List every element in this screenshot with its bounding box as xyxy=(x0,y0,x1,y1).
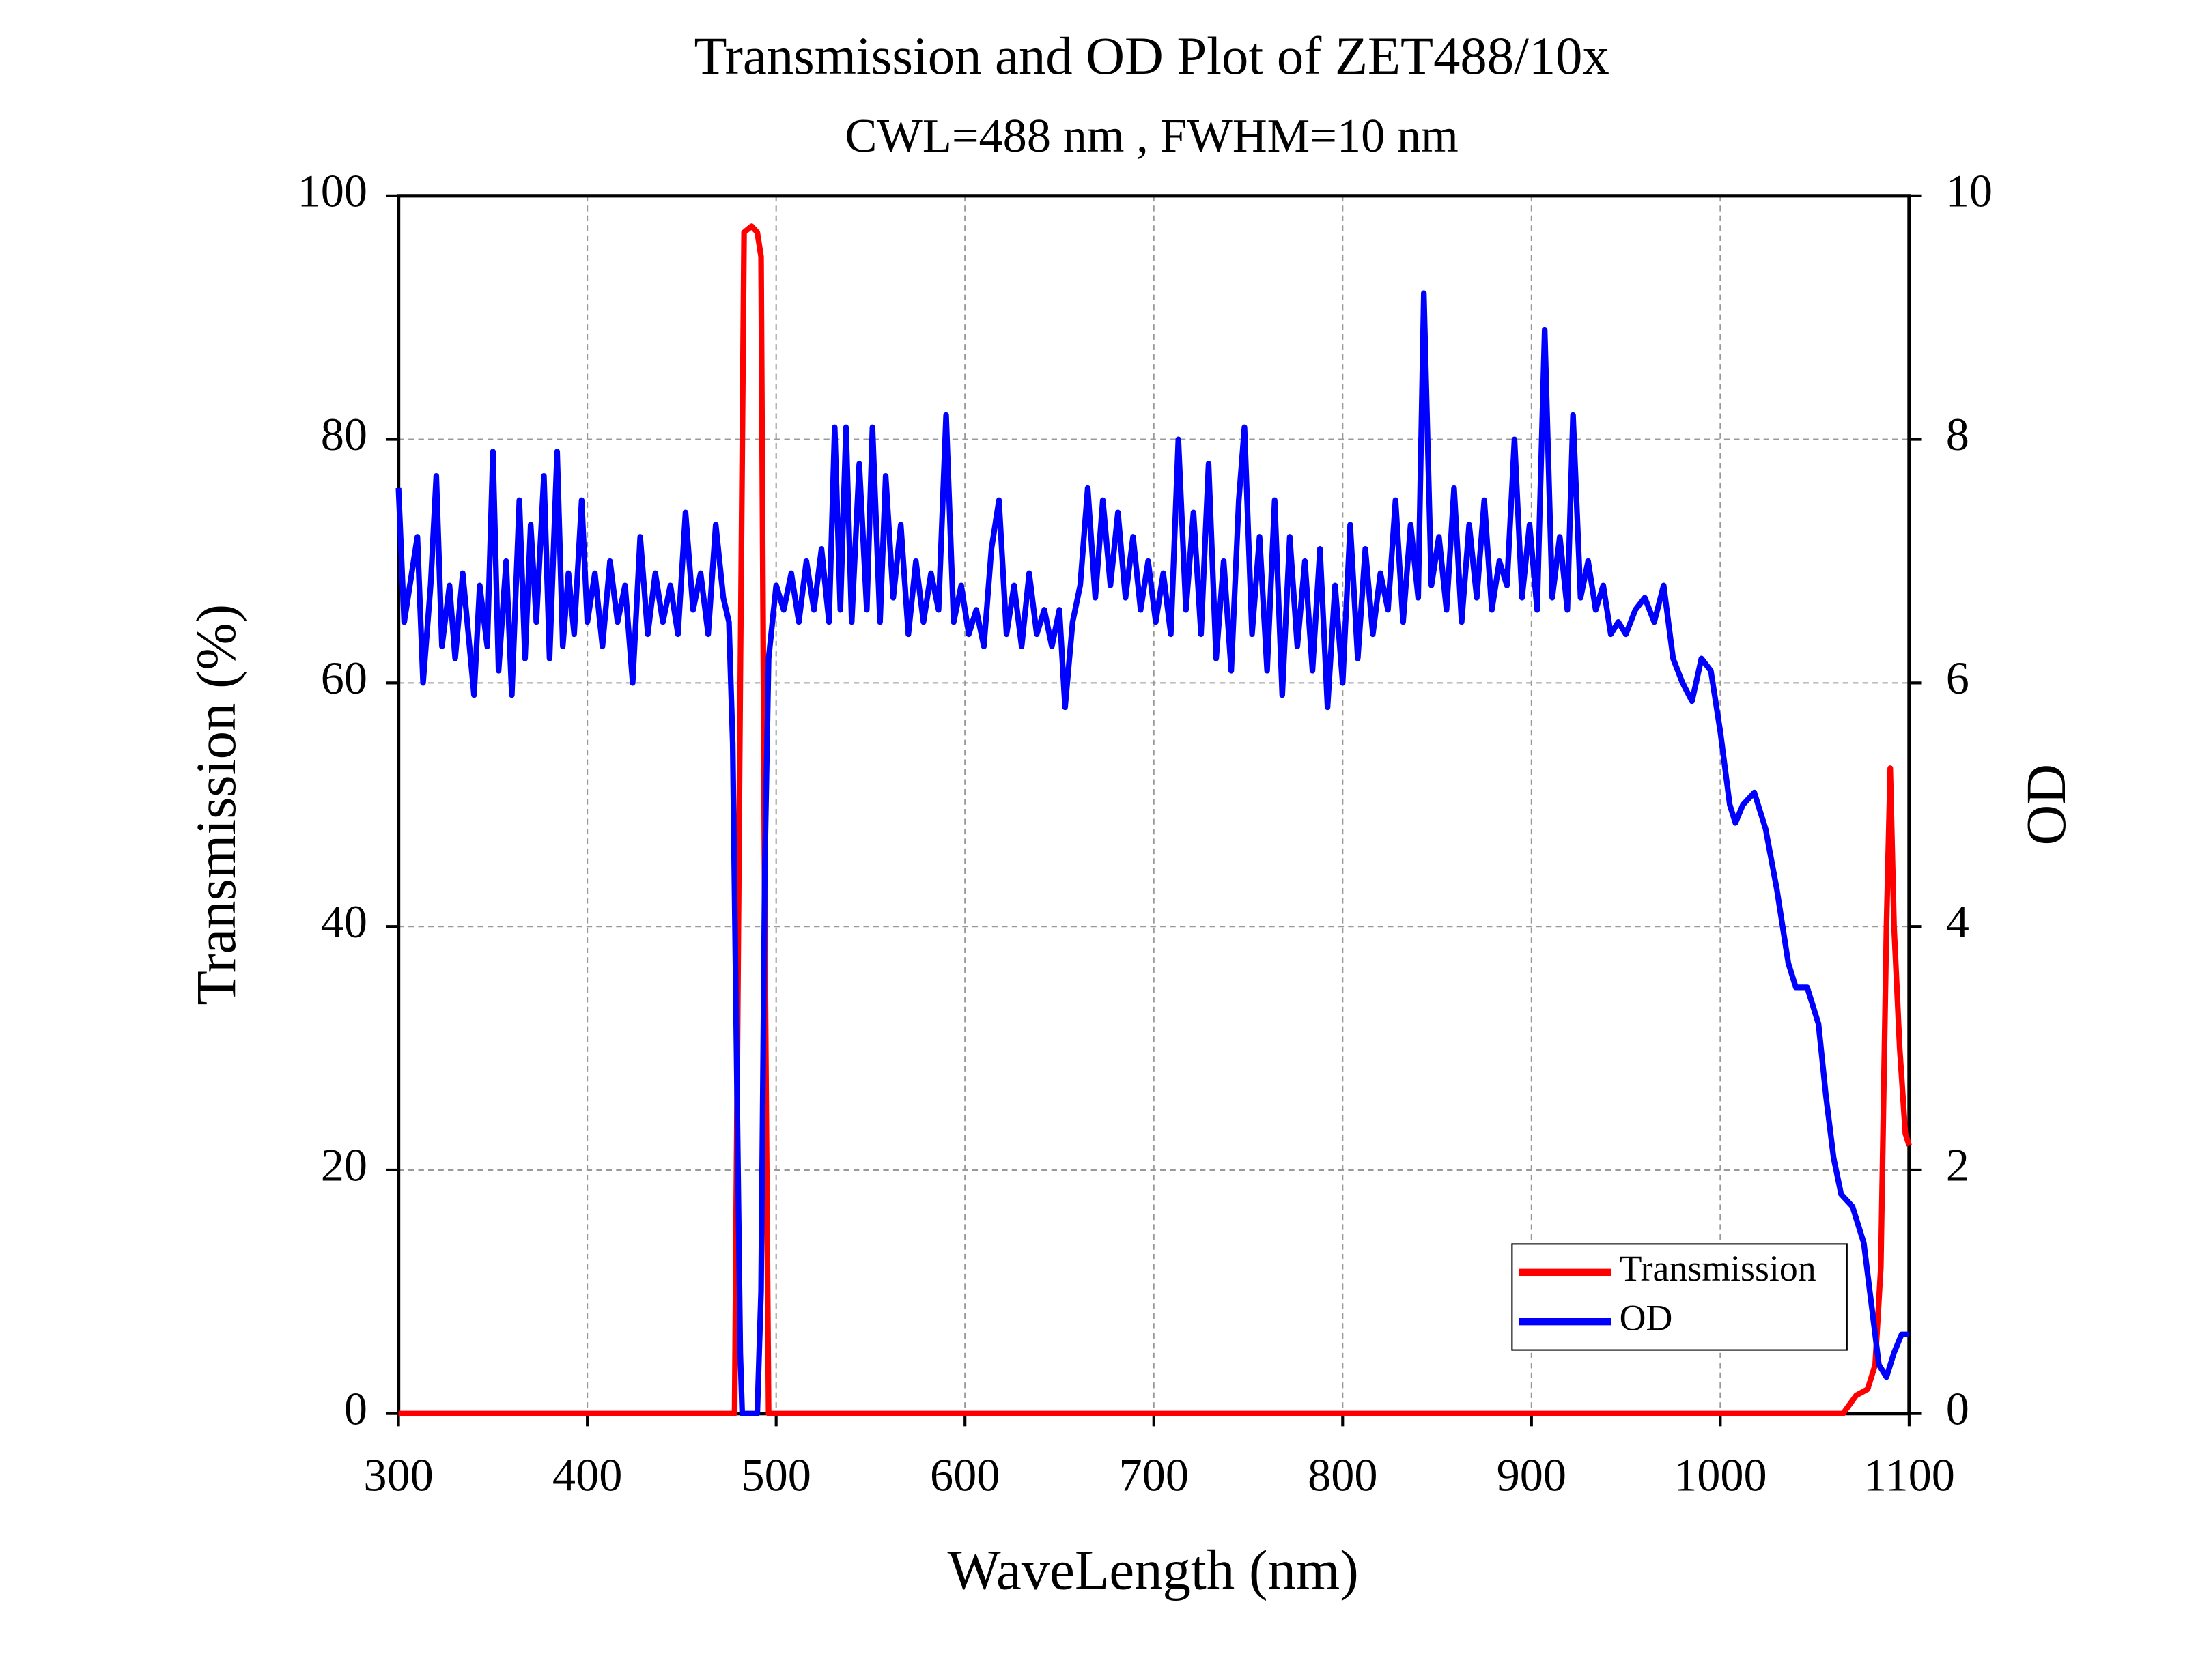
y-tick-label: 80 xyxy=(321,408,367,460)
data-line xyxy=(395,290,1909,1416)
y2-tick-label: 8 xyxy=(1946,408,1969,460)
x-tick-label: 700 xyxy=(1119,1449,1189,1501)
y-tick-label: 0 xyxy=(344,1382,367,1434)
x-axis-label: WaveLength (nm) xyxy=(948,1539,1359,1601)
y-axis-label: Transmission (%) xyxy=(184,604,247,1006)
y-tick-label: 100 xyxy=(298,165,367,216)
legend-label: Transmission xyxy=(1620,1248,1816,1289)
y-tick-label: 20 xyxy=(321,1139,367,1191)
y-tick-label: 60 xyxy=(321,652,367,704)
x-tick-label: 1100 xyxy=(1863,1449,1955,1501)
x-tick-label: 500 xyxy=(741,1449,811,1501)
legend-label: OD xyxy=(1620,1298,1673,1339)
x-tick-label: 300 xyxy=(363,1449,433,1501)
x-tick-label: 1000 xyxy=(1674,1449,1767,1501)
chart-subtitle: CWL=488 nm , FWHM=10 nm xyxy=(845,109,1459,162)
y2-tick-label: 4 xyxy=(1946,896,1969,948)
x-tick-label: 900 xyxy=(1497,1449,1566,1501)
x-tick-label: 800 xyxy=(1308,1449,1377,1501)
y-tick-label: 40 xyxy=(321,896,367,948)
y2-tick-label: 0 xyxy=(1946,1382,1969,1434)
legend-box xyxy=(1511,1243,1848,1351)
y2-tick-label: 6 xyxy=(1946,652,1969,704)
y2-axis-label: OD xyxy=(2014,764,2077,846)
x-tick-label: 600 xyxy=(930,1449,1000,1501)
y2-tick-label: 2 xyxy=(1946,1139,1969,1191)
chart-title: Transmission and OD Plot of ZET488/10x xyxy=(694,27,1609,86)
data-line xyxy=(398,223,1912,1416)
x-tick-label: 400 xyxy=(552,1449,622,1501)
y2-tick-label: 10 xyxy=(1946,165,1993,216)
